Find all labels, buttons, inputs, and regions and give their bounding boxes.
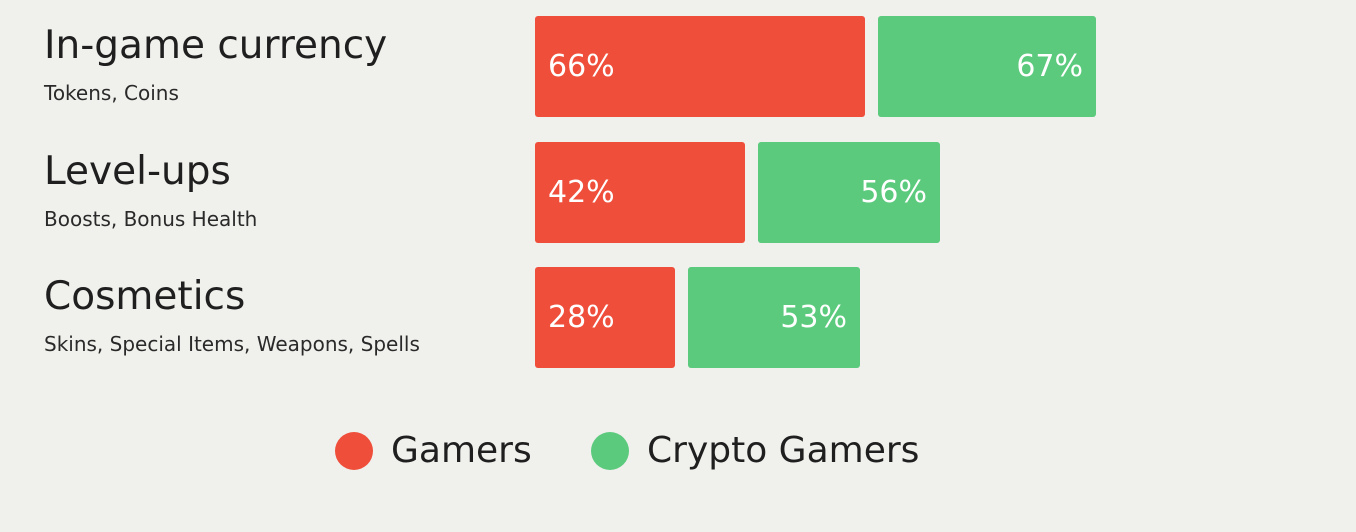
- category-subtitle: Skins, Special Items, Weapons, Spells: [44, 332, 420, 356]
- bar-gamers: [535, 267, 675, 368]
- category-row: Cosmetics Skins, Special Items, Weapons, …: [0, 267, 1356, 368]
- category-title: Cosmetics: [44, 274, 246, 319]
- bar-crypto-gamers: [758, 142, 940, 243]
- bar-gamers: [535, 16, 865, 117]
- category-subtitle: Tokens, Coins: [44, 81, 179, 105]
- bar-crypto-gamers: [688, 267, 860, 368]
- bar-label-crypto-gamers: 67%: [1016, 49, 1083, 84]
- bar-label-gamers: 66%: [548, 49, 615, 84]
- bar-label-crypto-gamers: 56%: [860, 175, 927, 210]
- legend-swatch-gamers: [335, 432, 373, 470]
- category-title: In-game currency: [44, 23, 388, 68]
- bar-crypto-gamers: [878, 16, 1096, 117]
- legend-label-gamers: Gamers: [391, 430, 532, 471]
- category-title: Level-ups: [44, 149, 231, 194]
- bar-label-gamers: 42%: [548, 175, 615, 210]
- category-row: Level-ups Boosts, Bonus Health 42% 56%: [0, 142, 1356, 243]
- bar-label-crypto-gamers: 53%: [780, 300, 847, 335]
- legend-swatch-crypto-gamers: [591, 432, 629, 470]
- category-row: In-game currency Tokens, Coins 66% 67%: [0, 16, 1356, 117]
- category-subtitle: Boosts, Bonus Health: [44, 207, 258, 231]
- legend-label-crypto-gamers: Crypto Gamers: [647, 430, 920, 471]
- bar-gamers: [535, 142, 745, 243]
- bar-label-gamers: 28%: [548, 300, 615, 335]
